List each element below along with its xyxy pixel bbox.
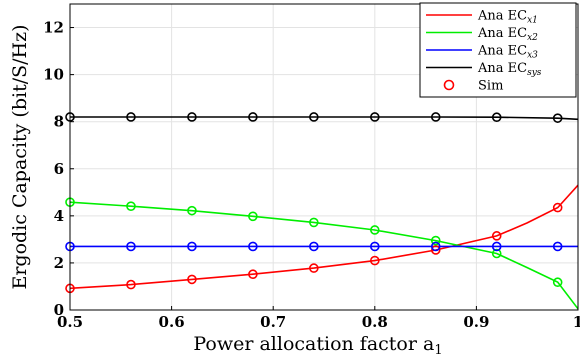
legend-label: Ana ECsys [477, 61, 542, 78]
legend-label: Sim [478, 79, 503, 94]
sim-marker [309, 217, 319, 228]
sim-marker [552, 241, 563, 252]
sim-marker [187, 112, 197, 122]
sim-marker [248, 112, 258, 122]
y-tick-label: 12 [43, 19, 64, 37]
legend-label: Ana ECx1 [477, 9, 538, 26]
y-tick-label: 4 [54, 207, 64, 225]
sim-marker [552, 113, 563, 123]
sim-marker [309, 241, 319, 252]
legend-label: Ana ECx3 [477, 44, 538, 61]
sim-marker [552, 277, 563, 288]
sim-marker [430, 241, 441, 252]
sim-marker [369, 241, 380, 252]
sim-marker [187, 241, 197, 252]
sim-marker [430, 112, 441, 122]
sim-marker [248, 241, 258, 252]
series-line-1 [69, 184, 579, 290]
sim-marker [552, 202, 563, 213]
sim-marker [126, 201, 136, 211]
x-tick-label: 0.7 [260, 313, 286, 331]
y-tick-label: 8 [54, 113, 64, 131]
x-tick-label: 0.6 [159, 313, 185, 331]
y-axis-label: Ergodic Capacity (bit/S/Hz) [9, 24, 31, 289]
sim-marker [248, 269, 258, 280]
sim-marker [126, 112, 136, 122]
series-line-4 [70, 116, 579, 121]
series-lines [69, 116, 579, 310]
x-tick-label: 1 [573, 313, 580, 331]
sim-marker [309, 112, 319, 122]
sim-marker [430, 235, 441, 246]
y-tick-label: 2 [54, 254, 64, 272]
x-tick-label: 0.5 [57, 313, 83, 331]
sim-marker [187, 274, 197, 285]
sim-marker [491, 241, 502, 252]
sim-marker [187, 205, 197, 216]
sim-marker [369, 112, 380, 122]
legend-label: Ana ECx2 [477, 26, 538, 43]
sim-marker [369, 255, 380, 266]
y-tick-label: 6 [54, 160, 64, 178]
sim-marker [248, 211, 258, 222]
sim-marker [126, 241, 136, 252]
series-line-2 [69, 201, 579, 310]
sim-marker [309, 263, 319, 273]
y-tick-label: 10 [43, 66, 64, 84]
sim-marker [491, 231, 502, 241]
sim-marker [126, 279, 136, 290]
sim-marker [369, 225, 380, 235]
plot-frame [69, 3, 579, 311]
sim-marker [430, 245, 441, 255]
legend-marker [443, 79, 455, 91]
x-tick-label: 0.8 [362, 313, 388, 331]
x-tick-label: 0.9 [463, 313, 489, 331]
sim-markers [65, 112, 563, 294]
sim-marker [491, 248, 502, 259]
x-axis-label: Power allocation factor a1 [193, 333, 442, 354]
y-tick-label: 0 [54, 301, 64, 319]
sim-marker [491, 112, 502, 123]
